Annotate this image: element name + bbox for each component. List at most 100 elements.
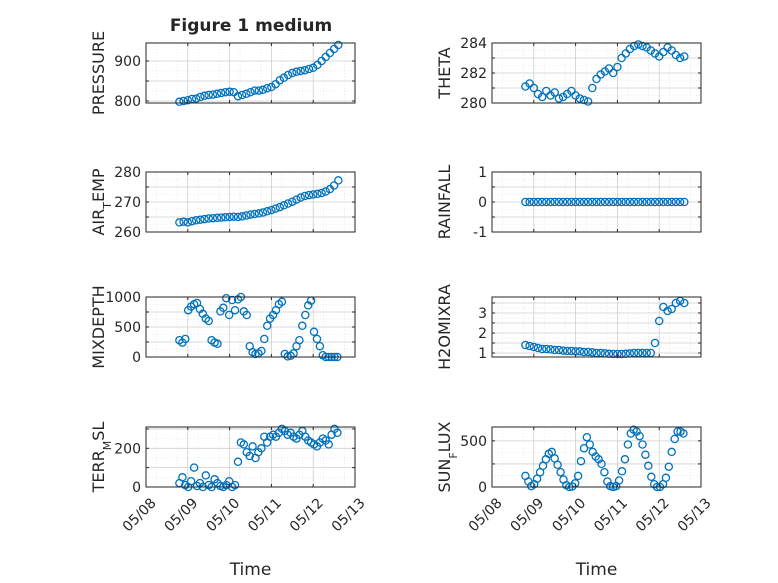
data-point (250, 86, 259, 95)
data-point (334, 176, 343, 185)
data-point (233, 457, 243, 467)
data-point (613, 197, 622, 207)
data-point (186, 476, 196, 486)
x-axis-label: Time (229, 560, 272, 580)
data-point (333, 428, 342, 438)
data-point (621, 197, 631, 207)
data-point (181, 334, 190, 344)
y-axis-label: MIXDEPTH (89, 285, 108, 368)
data-point (296, 193, 305, 202)
data-point (308, 190, 318, 199)
data-point (300, 65, 310, 75)
data-point (216, 88, 226, 98)
data-point (553, 460, 562, 470)
data-point (664, 462, 674, 471)
data-point (583, 97, 593, 106)
data-point (521, 197, 530, 207)
data-point (680, 298, 689, 308)
x-tick-label: 05/12 (633, 495, 673, 535)
data-point (304, 190, 314, 200)
data-point (308, 63, 318, 73)
y-axis-label: AIRTEMP (89, 168, 114, 235)
data-point (191, 216, 201, 225)
data-point (634, 40, 643, 49)
y-tick-label: 500 (460, 434, 487, 450)
data-point (667, 304, 676, 314)
data-point (225, 87, 234, 97)
data-point (567, 346, 576, 356)
data-point (221, 87, 230, 97)
data-point (558, 346, 568, 355)
y-axis-label: RAINFALL (435, 165, 454, 240)
y-tick-label: 0 (132, 350, 141, 366)
data-point (175, 218, 184, 227)
data-point (654, 52, 664, 61)
data-point (585, 440, 595, 449)
y-tick-label: 1000 (105, 290, 141, 306)
x-tick-label: 05/09 (162, 495, 202, 535)
x-tick-label: 05/13 (329, 495, 369, 535)
data-point (189, 463, 199, 472)
data-point (650, 197, 660, 207)
x-tick-label: 05/08 (466, 495, 506, 535)
y-tick-label: 500 (114, 320, 141, 336)
data-point (237, 90, 247, 100)
data-point (213, 339, 222, 349)
data-point (230, 480, 240, 490)
data-point (588, 197, 597, 207)
y-tick-label: 0 (132, 480, 141, 496)
x-axis-label: Time (575, 560, 618, 580)
data-point (525, 197, 534, 207)
data-point (192, 481, 202, 491)
data-point (248, 442, 257, 451)
y-tick-label: 280 (460, 96, 487, 112)
data-point (196, 215, 205, 224)
data-point (659, 47, 668, 57)
y-tick-label: 0 (478, 480, 487, 496)
data-point (204, 316, 213, 326)
data-point (239, 440, 249, 449)
data-point (533, 197, 543, 207)
data-point (608, 197, 618, 207)
data-point (562, 197, 572, 207)
data-point (204, 214, 213, 223)
data-point (200, 214, 209, 224)
data-point (224, 310, 234, 320)
data-point (625, 197, 635, 207)
data-point (542, 86, 551, 96)
data-point (617, 467, 627, 476)
data-point (644, 461, 653, 471)
x-tick-label: 05/10 (549, 495, 589, 535)
data-point (298, 321, 307, 331)
data-point (191, 94, 201, 103)
data-point (675, 197, 685, 207)
data-point (233, 212, 243, 222)
x-tick-label: 05/11 (245, 495, 285, 535)
data-point (582, 432, 592, 442)
data-point (613, 349, 622, 359)
data-point (663, 197, 672, 207)
data-point (324, 440, 333, 449)
data-point (246, 210, 255, 219)
data-point (629, 197, 639, 207)
data-point (556, 467, 565, 477)
data-point (650, 338, 660, 348)
x-tick-label: 05/12 (287, 495, 327, 535)
data-point (550, 88, 559, 97)
data-point (576, 456, 586, 466)
data-point (617, 53, 626, 63)
data-point (317, 188, 326, 198)
data-point (275, 75, 285, 85)
data-point (208, 90, 218, 99)
y-tick-label: 260 (114, 225, 141, 241)
data-point (212, 89, 222, 99)
data-point (300, 191, 310, 201)
y-axis-label: SUNFLUX (435, 421, 460, 492)
data-point (267, 82, 276, 92)
data-point (242, 89, 251, 99)
data-point (588, 348, 597, 357)
data-point (647, 472, 656, 482)
data-point (546, 345, 555, 354)
data-point (635, 431, 644, 441)
